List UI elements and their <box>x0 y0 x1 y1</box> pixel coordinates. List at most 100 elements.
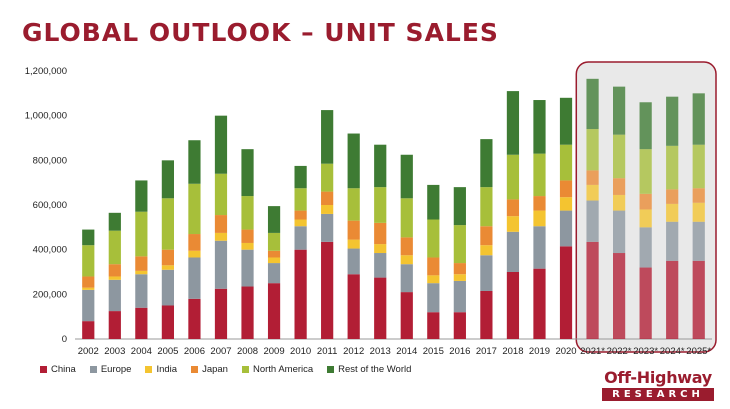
bar-segment <box>427 184 440 220</box>
bar-segment <box>400 292 413 339</box>
bar-segment <box>612 86 626 135</box>
x-tick-label: 2013 <box>370 346 391 357</box>
bar-segment <box>82 229 95 246</box>
x-tick-label: 2012 <box>343 346 364 357</box>
bar-segment <box>294 210 307 220</box>
bar-segment <box>666 96 679 146</box>
bar-segment <box>374 253 387 278</box>
bar-segment <box>480 245 493 256</box>
x-tick-label: 2002 <box>78 346 99 357</box>
y-tick-label: 1,000,000 <box>25 111 67 122</box>
bar-segment <box>427 257 440 276</box>
bar-segment <box>374 144 387 188</box>
bar-segment <box>400 198 413 238</box>
x-tick-label: 2017 <box>476 346 497 357</box>
legend-swatch <box>191 366 199 373</box>
x-tick-label: 2016 <box>449 346 470 357</box>
legend-item: North America <box>241 364 313 375</box>
bar-segment <box>453 312 466 339</box>
bar-segment <box>135 256 148 271</box>
bar-segment <box>453 280 466 313</box>
bar-segment <box>400 255 413 265</box>
bar-segment <box>586 241 599 339</box>
chart-title: GLOBAL OUTLOOK – UNIT SALES <box>22 18 499 47</box>
bar-segment <box>294 188 307 211</box>
y-tick-label: 0 <box>62 334 67 345</box>
bar-segment <box>82 245 95 277</box>
bar-segment <box>453 274 466 281</box>
bar-segment <box>161 249 175 266</box>
x-tick-label: 2004 <box>131 346 152 357</box>
bar-segment <box>639 193 652 210</box>
bar-segment <box>533 196 546 211</box>
bar-segment <box>294 249 307 339</box>
x-tick-label: 2006 <box>184 346 205 357</box>
bar-segment <box>506 154 520 200</box>
bar-segment <box>108 276 121 280</box>
legend-label: Rest of the World <box>338 364 412 375</box>
x-tick-label: 2009 <box>263 346 284 357</box>
bar-segment <box>267 257 281 264</box>
bar-segment <box>347 248 360 275</box>
bar-segment <box>480 139 493 188</box>
bar-segment <box>267 263 281 284</box>
bar-segment <box>586 170 599 185</box>
bar-segment <box>188 140 201 184</box>
bar-segment <box>161 160 175 199</box>
bar-segment <box>427 275 440 284</box>
bar-segment <box>559 197 573 211</box>
bar-segment <box>480 226 493 246</box>
bar-segment <box>321 241 334 339</box>
x-tick-label: 2015 <box>423 346 444 357</box>
bar-segment <box>666 221 679 261</box>
bar-segment <box>347 133 360 189</box>
bar-segment <box>506 199 520 217</box>
legend-item: China <box>40 364 76 375</box>
bar-segment <box>612 210 626 254</box>
legend-item: India <box>145 364 177 375</box>
bar-segment <box>374 244 387 254</box>
bar-segment <box>374 277 387 339</box>
legend-label: Europe <box>100 364 132 375</box>
bar-segment <box>559 97 573 145</box>
bar-segment <box>294 165 307 189</box>
legend-item: Europe <box>89 364 132 375</box>
x-tick-label: 2007 <box>210 346 231 357</box>
bar-segment <box>161 265 175 270</box>
legend-item: Japan <box>191 364 228 375</box>
bar-segment <box>639 102 652 150</box>
bar-segment <box>453 225 466 264</box>
bar-segment <box>612 253 626 339</box>
bar-segment <box>533 153 546 197</box>
bar-segment <box>108 311 121 339</box>
legend-label: Japan <box>202 364 228 375</box>
bar-segment <box>294 226 307 250</box>
bar-segment <box>692 221 705 261</box>
bar-segment <box>321 110 334 164</box>
bar-segment <box>692 188 705 203</box>
y-tick-label: 800,000 <box>33 155 67 166</box>
bar-segment <box>400 154 413 199</box>
bar-segment <box>586 184 599 201</box>
bar-segment <box>161 198 175 250</box>
bar-segment <box>241 149 254 197</box>
bar-segment <box>400 237 413 256</box>
bar-segment <box>559 180 573 198</box>
bar-segment <box>161 269 175 306</box>
bar-segment <box>453 187 466 226</box>
bar-segment <box>241 229 254 243</box>
x-tick-label: 2022* <box>607 346 632 357</box>
bar-segment <box>82 276 95 288</box>
bar-segment <box>612 178 626 195</box>
bar-segment <box>400 264 413 293</box>
bar-segment <box>135 270 148 275</box>
bar-segment <box>666 145 679 190</box>
bar-segment <box>666 203 679 222</box>
x-tick-label: 2018 <box>502 346 523 357</box>
bar-segment <box>135 307 148 339</box>
bar-segment <box>214 173 228 216</box>
legend-item: Rest of the World <box>327 364 411 375</box>
bar-segment <box>188 183 201 235</box>
x-tick-label: 2010 <box>290 346 311 357</box>
